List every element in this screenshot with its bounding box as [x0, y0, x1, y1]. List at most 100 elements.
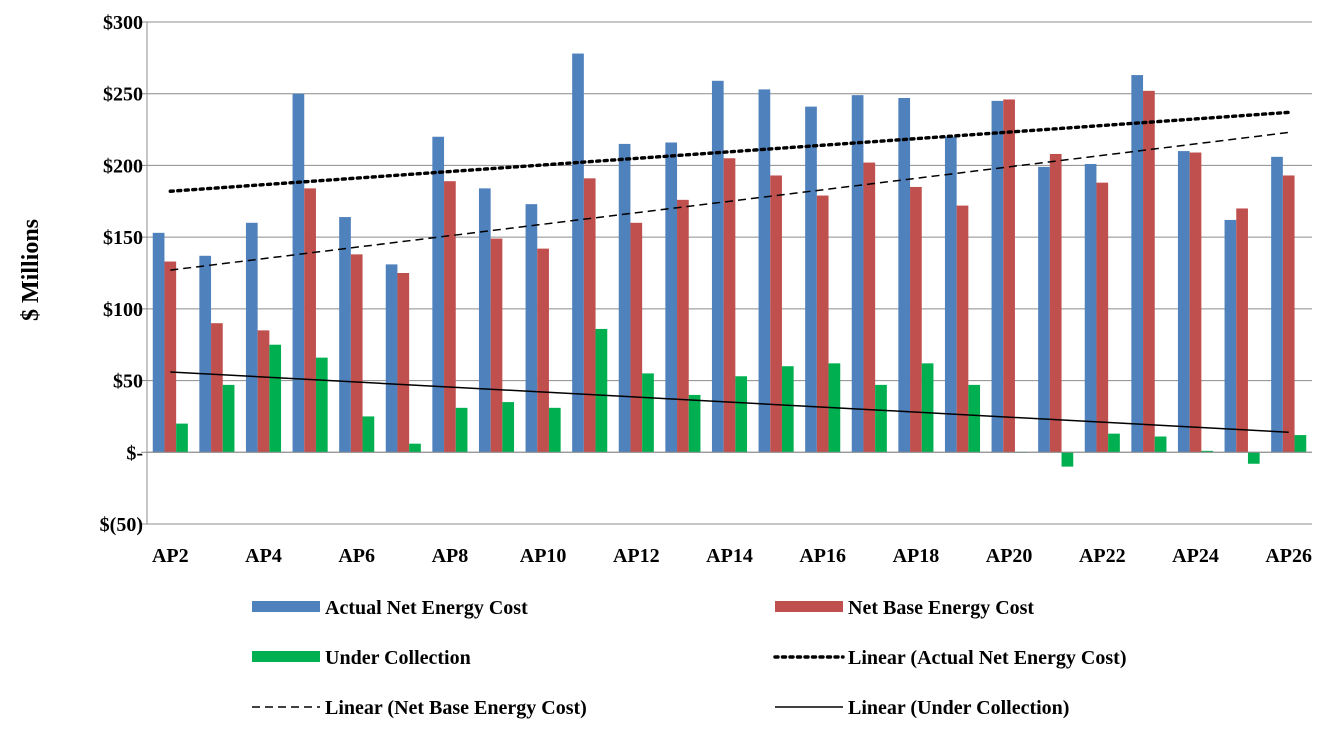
y-tick-label: $50	[113, 371, 143, 393]
bar-actual-net-energy-cost-ap7	[385, 264, 398, 453]
bar-under-collection-ap5	[315, 357, 328, 453]
y-tick-labels: $300 $250 $200 $150 $100 $50 $- $(50)	[100, 12, 143, 536]
bar-under-collection-ap10	[548, 407, 561, 453]
bar-net-base-energy-cost-ap6	[350, 254, 363, 453]
x-tick-label: AP26	[1265, 545, 1312, 567]
y-tick-label: $250	[103, 84, 143, 106]
legend-label: Linear (Under Collection)	[848, 697, 1069, 719]
bar-under-collection-ap11	[595, 328, 608, 453]
bar-under-collection-ap26	[1294, 435, 1307, 453]
x-tick-label: AP16	[799, 545, 846, 567]
bar-under-collection-ap8	[455, 407, 468, 453]
bar-actual-net-energy-cost-ap14	[711, 80, 724, 453]
y-tick-label: $100	[103, 299, 143, 321]
bar-net-base-energy-cost-ap3	[211, 323, 223, 453]
bar-net-base-energy-cost-ap18	[910, 186, 922, 453]
y-tick-label: $150	[103, 227, 143, 249]
bar-actual-net-energy-cost-ap13	[665, 142, 678, 453]
bar-net-base-energy-cost-ap5	[304, 188, 316, 453]
bar-actual-net-energy-cost-ap15	[758, 89, 771, 453]
bar-under-collection-ap4	[269, 344, 282, 453]
legend-swatch	[775, 601, 843, 612]
bar-under-collection-ap14	[735, 376, 748, 453]
bar-net-base-energy-cost-ap15	[770, 175, 782, 453]
trendlines	[168, 110, 1291, 433]
trendline-dashed	[170, 131, 1289, 271]
x-tick-label: AP8	[432, 545, 469, 567]
bar-net-base-energy-cost-ap26	[1282, 175, 1295, 453]
x-tick-label: AP6	[338, 545, 375, 567]
bar-under-collection-ap9	[502, 402, 515, 453]
bar-net-base-energy-cost-ap21	[1049, 153, 1062, 453]
bar-net-base-energy-cost-ap12	[630, 222, 643, 453]
bar-actual-net-energy-cost-ap9	[478, 188, 491, 453]
legend-swatch	[252, 601, 320, 612]
bar-net-base-energy-cost-ap22	[1096, 182, 1109, 453]
bar-under-collection-ap12	[642, 373, 654, 453]
bar-net-base-energy-cost-ap8	[444, 181, 456, 453]
legend-label: Net Base Energy Cost	[848, 597, 1034, 619]
bar-actual-net-energy-cost-ap10	[525, 204, 538, 453]
bar-actual-net-energy-cost-ap8	[432, 136, 445, 453]
trendline-dotted	[168, 110, 1291, 193]
bar-actual-net-energy-cost-ap2	[152, 232, 165, 453]
bar-under-collection-ap6	[362, 416, 375, 453]
bar-actual-net-energy-cost-ap11	[572, 53, 584, 453]
bar-actual-net-energy-cost-ap26	[1271, 156, 1283, 453]
x-tick-labels: AP2 AP4 AP6 AP8 AP10 AP12 AP14 AP16 AP18 AP20 AP22…	[152, 545, 1312, 567]
x-tick-label: AP10	[520, 545, 567, 567]
bar-under-collection-ap17	[875, 384, 887, 453]
x-tick-label: AP22	[1079, 545, 1126, 567]
bar-under-collection-ap13	[688, 394, 701, 453]
bar-under-collection-ap22	[1108, 433, 1120, 453]
bar-net-base-energy-cost-ap23	[1143, 90, 1155, 453]
x-tick-label: AP12	[613, 545, 660, 567]
bar-net-base-energy-cost-ap13	[677, 199, 689, 453]
legend-swatch	[252, 651, 320, 662]
bar-actual-net-energy-cost-ap5	[292, 93, 305, 453]
legend: Actual Net Energy Cost Net Base Energy Co…	[252, 597, 1126, 719]
bar-under-collection-ap19	[968, 384, 981, 453]
trendline-solid	[170, 371, 1289, 433]
x-tick-label: AP24	[1172, 545, 1219, 567]
x-tick-label: AP4	[245, 545, 282, 567]
y-tick-label: $(50)	[100, 514, 143, 536]
bar-actual-net-energy-cost-ap16	[805, 106, 817, 453]
x-tick-label: AP20	[986, 545, 1033, 567]
bar-net-base-energy-cost-ap24	[1189, 152, 1202, 453]
bar-actual-net-energy-cost-ap3	[199, 255, 212, 453]
bar-net-base-energy-cost-ap2	[164, 261, 177, 453]
x-tick-label: AP18	[893, 545, 940, 567]
bar-under-collection-ap15	[781, 366, 794, 453]
bar-under-collection-ap2	[176, 423, 188, 453]
bar-net-base-energy-cost-ap20	[1003, 99, 1015, 453]
bar-actual-net-energy-cost-ap17	[851, 95, 864, 453]
bar-actual-net-energy-cost-ap23	[1131, 75, 1144, 453]
bars	[152, 53, 1307, 467]
legend-label: Under Collection	[325, 647, 471, 669]
bar-actual-net-energy-cost-ap24	[1177, 151, 1190, 453]
bar-actual-net-energy-cost-ap19	[944, 136, 957, 453]
bar-actual-net-energy-cost-ap6	[339, 217, 351, 453]
bar-net-base-energy-cost-ap11	[583, 178, 596, 453]
bar-net-base-energy-cost-ap9	[490, 238, 503, 453]
y-axis-title: $ Millions	[18, 219, 44, 321]
bar-actual-net-energy-cost-ap12	[618, 143, 631, 453]
bar-net-base-energy-cost-ap17	[863, 162, 876, 453]
bar-actual-net-energy-cost-ap20	[991, 100, 1004, 453]
legend-label: Linear (Actual Net Energy Cost)	[848, 647, 1126, 669]
bar-under-collection-ap23	[1154, 436, 1167, 453]
y-tick-label: $-	[126, 442, 143, 464]
bar-under-collection-ap7	[409, 443, 421, 453]
bar-under-collection-ap25	[1247, 452, 1260, 464]
y-tick-label: $300	[103, 12, 143, 34]
bar-net-base-energy-cost-ap14	[723, 158, 736, 453]
bar-net-base-energy-cost-ap16	[816, 195, 829, 453]
bar-net-base-energy-cost-ap19	[956, 205, 969, 453]
bar-net-base-energy-cost-ap7	[397, 273, 410, 453]
legend-label: Linear (Net Base Energy Cost)	[325, 697, 587, 719]
bar-under-collection-ap21	[1061, 452, 1074, 467]
legend-label: Actual Net Energy Cost	[325, 597, 528, 619]
bar-under-collection-ap24	[1201, 450, 1214, 453]
